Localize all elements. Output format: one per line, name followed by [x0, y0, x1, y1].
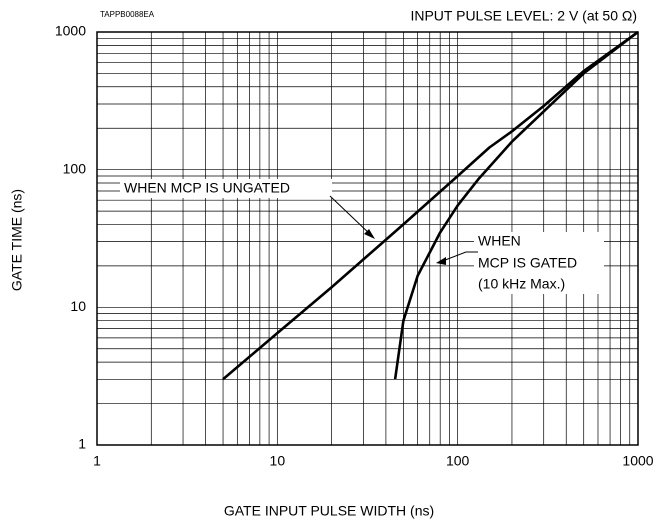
y-tick-label: 1	[78, 436, 86, 452]
y-tick-label: 1000	[55, 23, 86, 39]
y-axis-label: GATE TIME (ns)	[9, 189, 25, 291]
tick-labels: 1 10 100 1000 1 10 100 1000	[55, 23, 654, 469]
arrowhead	[364, 229, 375, 239]
annotation-gated: WHEN MCP IS GATED (10 kHz Max.)	[436, 232, 604, 294]
label-bg	[120, 179, 332, 198]
x-tick-label: 100	[446, 453, 470, 469]
series-line	[393, 30, 639, 380]
plot-frame	[96, 31, 639, 446]
y-tick-label: 100	[63, 160, 87, 176]
x-axis-label: GATE INPUT PULSE WIDTH (ns)	[224, 503, 434, 519]
annotation: MCP IS GATED	[478, 255, 577, 271]
series-line	[222, 30, 639, 381]
series	[222, 30, 639, 381]
x-tick-label: 1	[93, 453, 101, 469]
annotation: WHEN MCP IS UNGATED	[124, 180, 290, 196]
leader	[329, 195, 373, 237]
arrowhead	[436, 257, 446, 265]
annotation: WHEN	[478, 233, 521, 249]
chart-title: INPUT PULSE LEVEL: 2 V (at 50 Ω)	[410, 8, 637, 24]
label-bg	[474, 232, 604, 294]
leader	[439, 251, 478, 263]
annotation: (10 kHz Max.)	[478, 276, 565, 292]
x-tick-label: 1000	[622, 453, 653, 469]
figure-code: TAPPB0088EA	[100, 10, 155, 19]
x-tick-label: 10	[270, 453, 286, 469]
y-tick-label: 10	[70, 298, 86, 314]
annotation-ungated: WHEN MCP IS UNGATED	[120, 179, 375, 239]
